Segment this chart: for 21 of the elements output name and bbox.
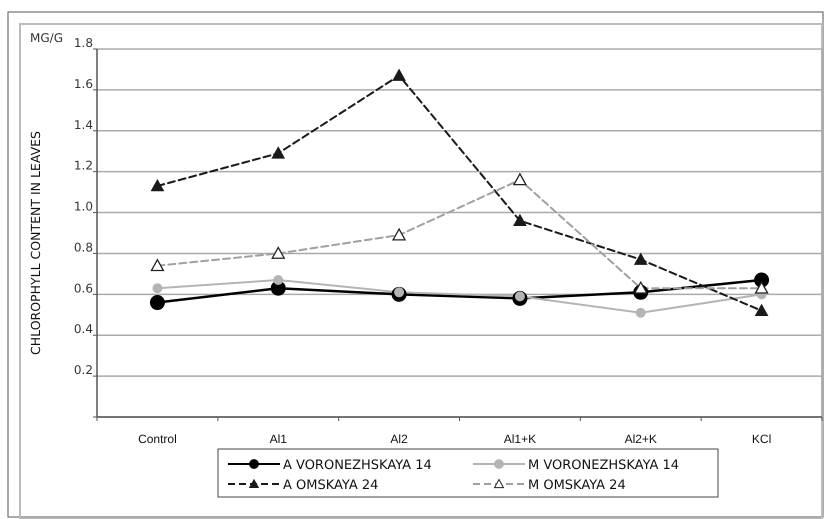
y-axis-title: CHLOROPHYLL CONTENT IN LEAVES xyxy=(28,130,43,355)
x-tick-label: Control xyxy=(138,432,177,446)
y-tick-label: 1.8 xyxy=(74,36,93,50)
x-tick-label: Al2+K xyxy=(624,432,657,446)
text: MG/G xyxy=(30,31,63,45)
legend-label: A VORONEZHSKAYA 14 xyxy=(283,458,432,473)
legend-label: M VORONEZHSKAYA 14 xyxy=(528,458,680,473)
legend-label: A OMSKAYA 24 xyxy=(283,478,378,493)
x-tick-label: Al2 xyxy=(390,432,408,446)
x-tick-label: Al1+K xyxy=(504,432,536,446)
y-tick-label: 0.2 xyxy=(74,363,93,378)
legend-label: M OMSKAYA 24 xyxy=(528,478,626,493)
x-tick-label: KCl xyxy=(752,432,772,446)
y-tick-label: 1.2 xyxy=(74,158,93,173)
y-tick-label: 1.0 xyxy=(74,200,93,214)
y-tick-label: 1.6 xyxy=(74,76,93,91)
y-tick-label: 0.8 xyxy=(74,240,93,254)
y-tick-label: 1.4 xyxy=(74,118,93,132)
y-tick-label: 0.4 xyxy=(74,322,93,336)
y-tick-label: 0.6 xyxy=(74,281,93,296)
x-tick-label: Al1 xyxy=(270,432,288,446)
